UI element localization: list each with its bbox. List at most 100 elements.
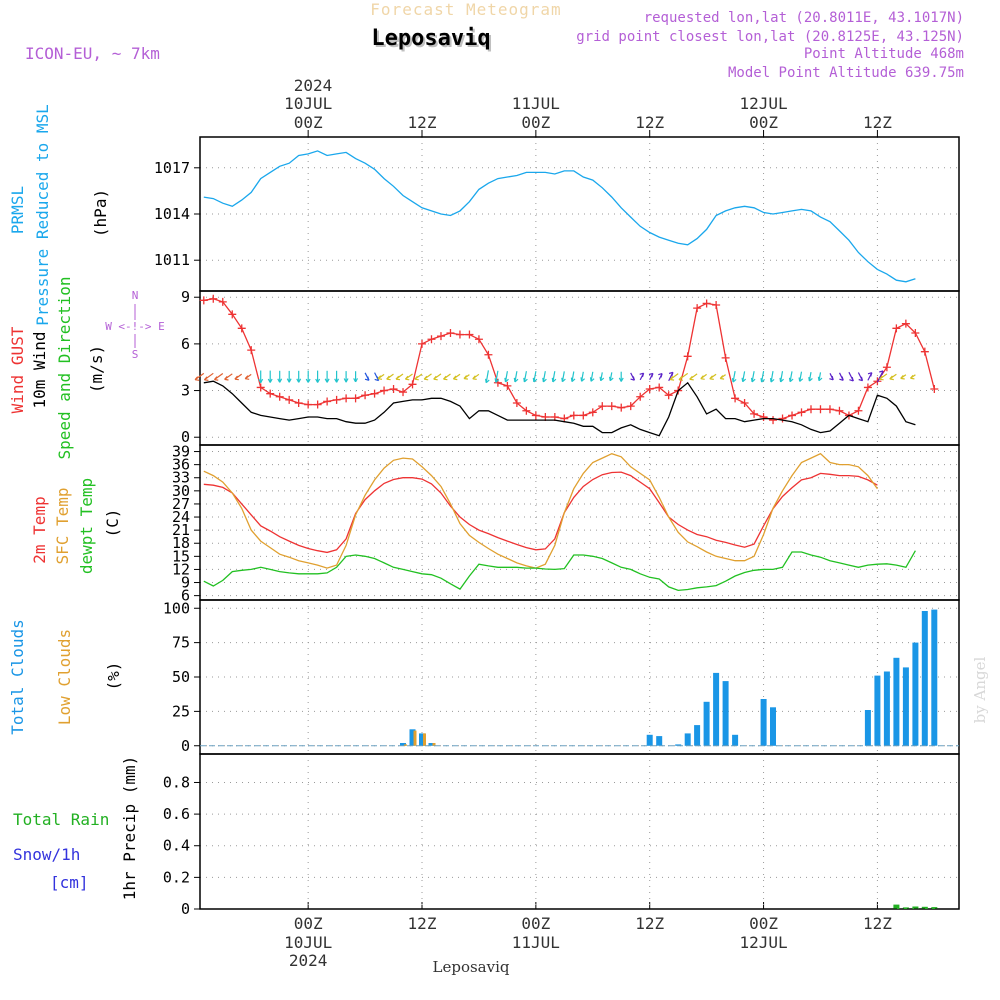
bar-total-clouds [703, 701, 710, 746]
model-altitude: Model Point Altitude 639.75m [728, 65, 964, 81]
gust-marker [285, 395, 294, 404]
y-tick-label: 12 [172, 560, 190, 578]
series-line-dewpt-temp [203, 550, 916, 592]
wind-arrow-head [700, 375, 705, 380]
gust-marker [512, 399, 521, 407]
wind-arrow [514, 371, 518, 383]
gust-marker [455, 330, 464, 339]
wind-arrow-head [808, 377, 813, 382]
wind-arrow-head [551, 377, 557, 383]
wind-arrow-head [689, 375, 694, 381]
wind-arrow-head [750, 377, 756, 383]
wind-arrow-head [779, 377, 785, 383]
gust-marker [721, 353, 730, 362]
top-hour-label: 12Z [863, 113, 892, 132]
gust-marker [740, 399, 749, 407]
y-tick-label: 0.4 [163, 837, 190, 855]
panel-frame [199, 753, 960, 910]
gust-marker [474, 335, 483, 344]
wind-arrow-head [542, 377, 547, 383]
gust-marker [854, 406, 863, 415]
bar-total-clouds [694, 725, 701, 746]
wind-arrow-head [334, 378, 340, 383]
gust-marker [218, 297, 227, 306]
wind-arrow-head [296, 378, 302, 383]
gust-marker [323, 397, 332, 406]
wind-arrow-head [858, 376, 864, 382]
wind-arrow-head [889, 375, 894, 381]
chart-top-title: Forecast Meteogram [370, 0, 561, 19]
wind-arrow-head [194, 376, 200, 381]
bar-total-rain [902, 907, 909, 909]
wind-arrow-head [513, 377, 519, 383]
wind-arrow-head [523, 377, 528, 383]
y-tick-label: 100 [163, 599, 190, 617]
bottom-hour-label: 12Z [408, 914, 437, 933]
gust-marker [664, 391, 673, 400]
gust-marker [522, 406, 531, 415]
wind-arrow-head [788, 377, 794, 383]
gust-marker [930, 385, 939, 393]
wind-panel: 0 3 6 9 [181, 288, 960, 446]
bar-total-clouds [419, 733, 425, 746]
bottom-date-label: 11JUL [512, 933, 560, 952]
label-wind-gust: Wind GUST [8, 326, 27, 413]
wind-arrow-head [867, 372, 873, 377]
y-tick-label: 1017 [154, 159, 190, 177]
top-hour-label: 12Z [635, 113, 664, 132]
point-altitude: Point Altitude 468m [804, 46, 964, 62]
gust-marker [835, 406, 844, 415]
wind-arrow-head [213, 376, 219, 381]
compass-n: N [132, 289, 139, 302]
gust-marker [380, 386, 389, 395]
wind-arrow-head [203, 376, 209, 381]
series-line-sfc-temp [203, 452, 878, 569]
wind-arrow-head [719, 375, 725, 380]
bar-total-rain [921, 906, 928, 909]
bottom-hour-label: 12Z [863, 914, 892, 933]
gust-marker [569, 411, 578, 420]
label-sfc-temp: SFC Temp [53, 487, 72, 564]
bottom-year-label: 2024 [289, 951, 328, 970]
gust-marker [816, 405, 825, 414]
wind-arrow [495, 370, 499, 383]
gust-marker [655, 383, 664, 392]
y-tick-label: 0.8 [163, 773, 190, 791]
panel-frame [199, 290, 960, 446]
gust-marker [209, 294, 218, 303]
y-tick-label: 25 [172, 702, 190, 720]
wind-arrow-head [234, 375, 239, 381]
label-snow-1h: Snow/1h [13, 845, 80, 864]
wind-arrow-head [849, 376, 854, 382]
year-top: 2024 [294, 76, 333, 95]
bar-total-clouds [770, 707, 776, 746]
bar-low-clouds [423, 733, 426, 746]
y-tick-label: 50 [172, 668, 190, 686]
gust-marker [892, 324, 901, 333]
wind-arrow-head [315, 378, 321, 383]
gust-marker [598, 402, 607, 411]
series-line-2m-temp [203, 471, 878, 554]
wind-arrow-head [224, 376, 229, 381]
bottom-date-label: 12JUL [739, 933, 787, 952]
location-title: Leposaviq [371, 26, 490, 51]
wind-arrow-head [463, 375, 468, 380]
top-date-label: 12JUL [739, 94, 787, 113]
bottom-hour-label: 00Z [521, 914, 550, 933]
gust-marker [901, 319, 910, 328]
label-pressure-msl: Pressure Reduced to MSL [33, 104, 52, 326]
label-snow-cm: [cm] [50, 873, 89, 892]
label-10m-wind: 10m Wind [30, 331, 49, 408]
bar-total-clouds [400, 743, 406, 746]
panel-frame [199, 599, 960, 755]
bar-total-clouds [428, 743, 435, 746]
wind-arrow-head [798, 377, 804, 382]
wind-arrow-head [494, 378, 500, 383]
bottom-date-label: 10JUL [284, 933, 332, 952]
bar-total-clouds [732, 734, 739, 746]
wind-arrow-head [817, 376, 823, 382]
gust-marker [313, 400, 322, 409]
